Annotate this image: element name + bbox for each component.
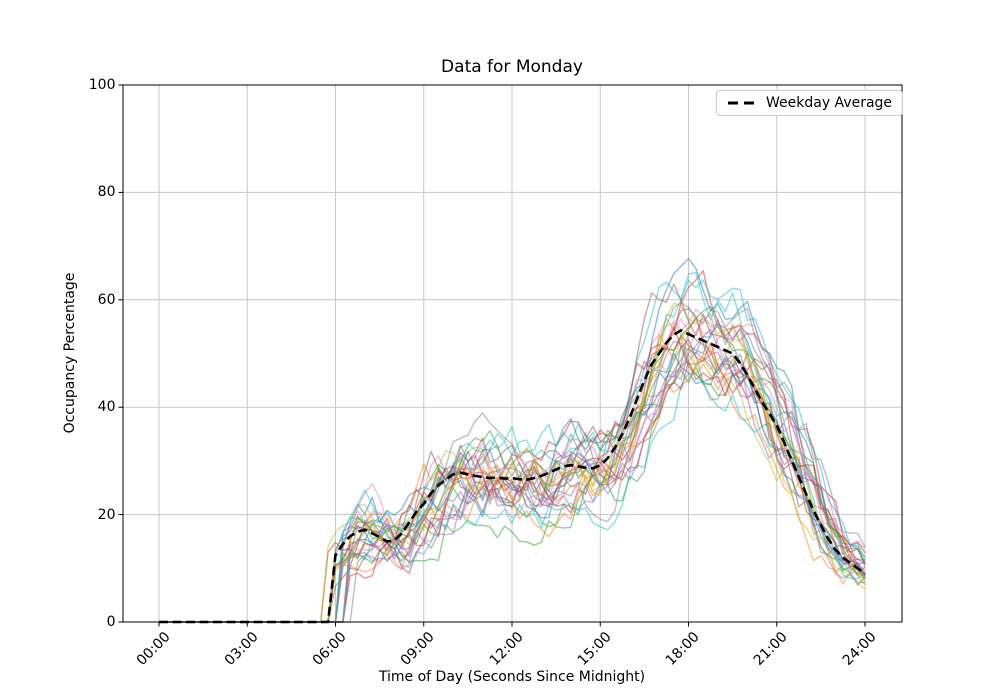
dashed-line-icon bbox=[728, 101, 756, 105]
y-tick-label: 60 bbox=[97, 291, 116, 308]
legend-label: Weekday Average bbox=[766, 95, 893, 111]
y-tick-label: 80 bbox=[97, 184, 116, 201]
y-tick-label: 100 bbox=[88, 77, 116, 93]
legend: Weekday Average bbox=[716, 90, 904, 116]
y-tick-label: 40 bbox=[97, 399, 116, 416]
y-tick-label: 20 bbox=[97, 506, 116, 523]
chart-title: Data for Monday bbox=[441, 57, 583, 77]
x-axis-label: Time of Day (Seconds Since Midnight) bbox=[378, 669, 646, 685]
y-tick-label: 0 bbox=[106, 614, 116, 630]
